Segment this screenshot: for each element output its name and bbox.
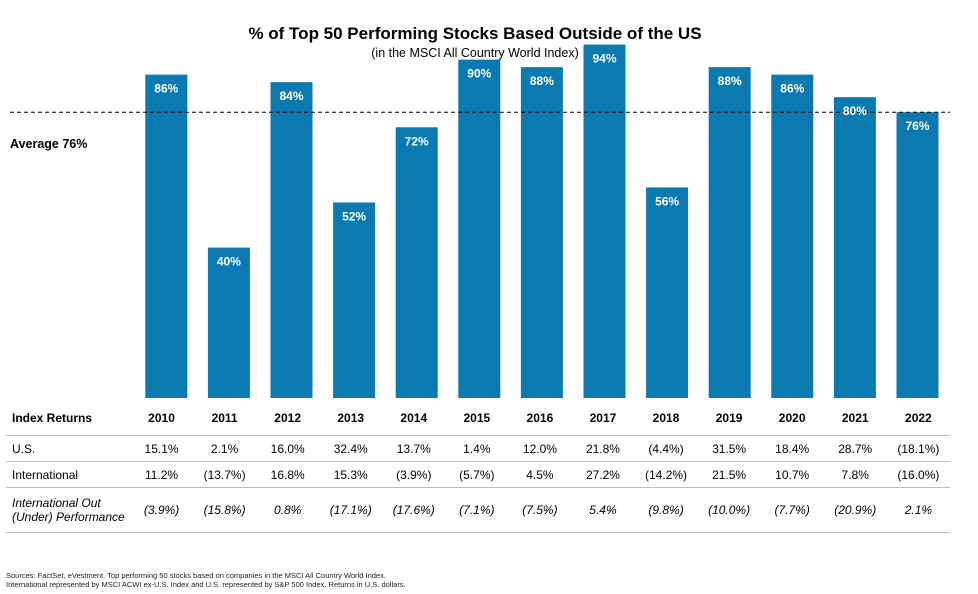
bar-2022 [896,112,939,399]
table-cell: 31.5% [697,435,761,462]
sources-line-2: International represented by MSCI ACWI e… [6,580,406,589]
bar-2011 [207,247,250,398]
table-cell: (14.2%) [634,461,698,488]
table-header-year: 2018 [634,400,698,436]
data-label-2022: 76% [905,119,929,133]
table-header-year: 2022 [886,400,950,436]
data-label-2010: 86% [154,82,178,96]
data-label-2015: 90% [467,67,491,81]
chart-title: % of Top 50 Performing Stocks Based Outs… [248,24,702,43]
table-cell: (7.5%) [508,487,572,533]
table-row: International 11.2% (13.7%) 16.8% 15.3% (3.9%… [6,461,950,488]
sources-line-1: Sources: FactSet, eVestment. Top perform… [6,571,386,580]
table-cell: (3.9%) [130,487,194,533]
table-cell: (3.9%) [382,461,446,488]
chart-subtitle: (in the MSCI All Country World Index) [371,46,579,60]
table-cell: 15.3% [319,461,383,488]
data-label-2021: 80% [843,104,867,118]
table-cell: 5.4% [571,487,635,533]
table-cell: 21.8% [571,435,635,462]
table-cell: 7.8% [823,461,887,488]
table-cell: 28.7% [823,435,887,462]
row-label: U.S. [6,435,130,462]
bars-group [145,44,939,399]
table-header-year: 2014 [382,400,446,436]
data-label-2012: 84% [279,89,303,103]
table-header-row: Index Returns 2010 2011 2012 2013 2014 2015 20… [6,400,950,436]
bar-2015 [458,59,501,398]
table-row: U.S. 15.1% 2.1% 16.0% 32.4% 13.7% 1.4% 12.0% 21.… [6,435,950,462]
table-cell: 16.0% [256,435,320,462]
table-header-label: Index Returns [6,400,130,436]
bar-2019 [708,67,751,399]
index-returns-table: Index Returns 2010 2011 2012 2013 2014 2015 20… [6,400,950,533]
table-cell: (17.1%) [319,487,383,533]
table-cell: 13.7% [382,435,446,462]
data-label-2014: 72% [405,134,429,148]
table-cell: 16.8% [256,461,320,488]
table-cell: 0.8% [256,487,320,533]
table-header-year: 2020 [760,400,824,436]
table-cell: (15.8%) [193,487,257,533]
bar-2014 [395,127,438,398]
row-label: International [6,461,130,488]
table-cell: (5.7%) [445,461,509,488]
bar-chart: 86% 40% 84% 52% 72% 90% 88% 94% 56% 88% 86% 80% 76% [10,44,950,399]
table-header-year: 2010 [130,400,194,436]
bar-2017 [583,44,626,399]
table-cell: 21.5% [697,461,761,488]
data-labels-group: 86% 40% 84% 52% 72% 90% 88% 94% 56% 88% 86% 80% 76% [154,52,930,269]
table-cell: 1.4% [445,435,509,462]
table-cell: (20.9%) [823,487,887,533]
bar-2018 [646,187,689,398]
table-header-year: 2016 [508,400,572,436]
table-cell: (9.8%) [634,487,698,533]
average-label: Average 76% [10,137,88,151]
table-cell: 11.2% [130,461,194,488]
sources-note: Sources: FactSet, eVestment. Top perform… [6,571,406,589]
table-cell: (10.0%) [697,487,761,533]
table-row: International Out (Under) Performance (3.9… [6,487,950,533]
table-cell: (7.1%) [445,487,509,533]
bar-2021 [833,97,876,398]
data-label-2013: 52% [342,209,366,223]
table-cell: 2.1% [193,435,257,462]
data-label-2017: 94% [592,52,616,66]
table-cell: (7.7%) [760,487,824,533]
data-label-2019: 88% [718,74,742,88]
table-header-year: 2013 [319,400,383,436]
row-label-line-2: (Under) Performance [12,510,125,524]
bar-2013 [333,202,376,398]
table-cell: (4.4%) [634,435,698,462]
data-label-2011: 40% [217,255,241,269]
table-header-year: 2011 [193,400,257,436]
table-cell: 15.1% [130,435,194,462]
data-label-2020: 86% [780,82,804,96]
row-label: International Out (Under) Performance [6,487,130,533]
table-cell: (17.6%) [382,487,446,533]
table-cell: 4.5% [508,461,572,488]
table-cell: 10.7% [760,461,824,488]
data-label-2018: 56% [655,194,679,208]
table-cell: (13.7%) [193,461,257,488]
table-cell: 2.1% [886,487,950,533]
table-cell: 12.0% [508,435,572,462]
bar-2016 [520,67,563,399]
row-label-line-1: International Out [12,496,101,510]
table-header-year: 2019 [697,400,761,436]
table-cell: 32.4% [319,435,383,462]
table-cell: 18.4% [760,435,824,462]
bar-2010 [145,74,188,398]
table-cell: (16.0%) [886,461,950,488]
table-header-year: 2012 [256,400,320,436]
data-label-2016: 88% [530,74,554,88]
table-cell: 27.2% [571,461,635,488]
table-cell: (18.1%) [886,435,950,462]
table-header-year: 2021 [823,400,887,436]
table-header-year: 2015 [445,400,509,436]
table-header-year: 2017 [571,400,635,436]
bar-2012 [270,82,313,398]
bar-2020 [771,74,814,398]
